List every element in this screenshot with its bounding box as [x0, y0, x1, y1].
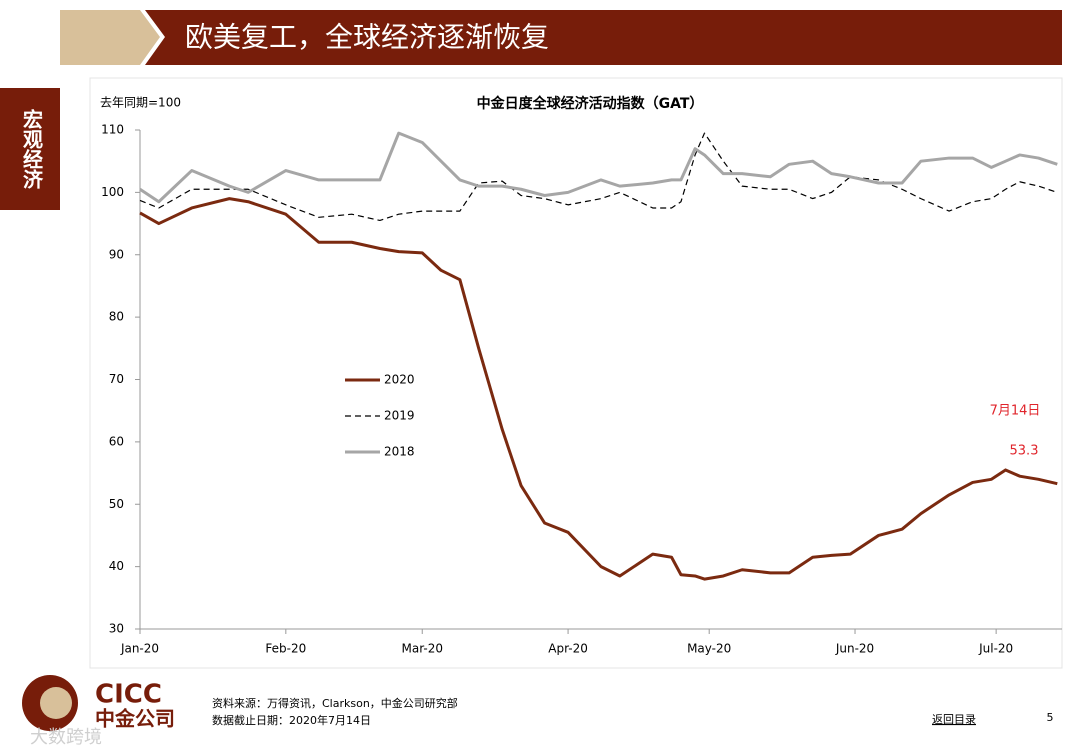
page-number: 5	[1047, 711, 1054, 724]
annotation: 7月14日	[990, 404, 1041, 419]
section-label: 宏观经济	[20, 108, 44, 189]
x-tick-label: Feb-20	[265, 642, 306, 656]
series-line	[139, 132, 1058, 222]
legend-label: 2018	[384, 445, 415, 459]
x-tick-label: Jun-20	[835, 642, 874, 656]
y-tick-label: 60	[109, 434, 124, 448]
header-title: 欧美复工，全球经济逐渐恢复	[185, 21, 549, 54]
series-line	[139, 197, 1058, 581]
x-tick-label: Mar-20	[402, 642, 443, 656]
x-tick-label: Apr-20	[548, 642, 588, 656]
y-tick-label: 70	[109, 372, 124, 386]
y-tick-label: 100	[101, 185, 124, 199]
legend-label: 2020	[384, 373, 415, 387]
header-band	[145, 10, 1062, 65]
back-link[interactable]: 返回目录	[932, 713, 976, 726]
chart-title: 中金日度全球经济活动指数（GAT）	[477, 95, 704, 112]
logo-en: CICC	[95, 680, 162, 710]
watermark: 大数跨境	[30, 727, 102, 748]
y-tick-label: 80	[109, 310, 124, 324]
source-note: 资料来源：万得资讯，Clarkson，中金公司研究部	[212, 696, 458, 710]
x-tick-label: May-20	[687, 642, 731, 656]
section-tab	[0, 88, 60, 210]
y-tick-label: 110	[101, 123, 124, 137]
y-tick-label: 50	[109, 497, 124, 511]
chart-frame	[89, 77, 1063, 669]
cutoff-note: 数据截止日期：2020年7月14日	[212, 713, 371, 727]
series-line	[139, 131, 1058, 204]
y-axis-label: 去年同期=100	[100, 96, 181, 110]
y-tick-label: 30	[109, 622, 124, 636]
header-chevron	[60, 10, 160, 65]
y-tick-label: 40	[109, 559, 124, 573]
x-tick-label: Jul-20	[978, 642, 1013, 656]
x-tick-label: Jan-20	[120, 642, 159, 656]
logo-cn: 中金公司	[95, 707, 175, 731]
logo-mark-inner	[40, 687, 72, 719]
y-tick-label: 90	[109, 247, 124, 261]
legend-label: 2019	[384, 409, 415, 423]
data-label: 53.3	[1010, 444, 1039, 459]
